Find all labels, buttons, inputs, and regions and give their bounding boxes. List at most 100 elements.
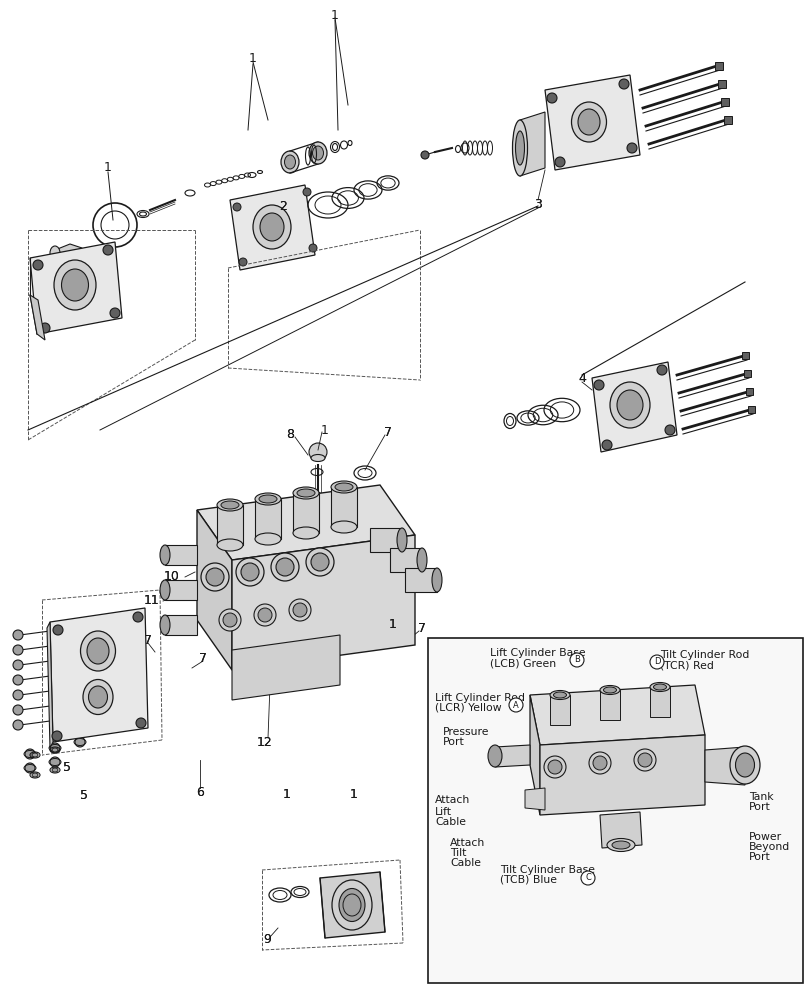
Text: Port: Port xyxy=(443,737,464,747)
Ellipse shape xyxy=(729,746,759,784)
Polygon shape xyxy=(591,362,676,452)
Text: 4: 4 xyxy=(577,371,586,384)
Text: 4: 4 xyxy=(577,371,586,384)
Text: Lift: Lift xyxy=(435,807,452,817)
Ellipse shape xyxy=(735,753,753,777)
Text: B: B xyxy=(573,656,579,664)
Polygon shape xyxy=(320,872,384,938)
Ellipse shape xyxy=(293,527,319,539)
Polygon shape xyxy=(230,185,315,270)
Ellipse shape xyxy=(297,489,315,497)
Ellipse shape xyxy=(80,631,115,671)
Text: 6: 6 xyxy=(111,704,118,716)
Polygon shape xyxy=(197,510,232,670)
Polygon shape xyxy=(165,580,197,600)
Bar xyxy=(723,116,731,124)
Text: Port: Port xyxy=(748,852,770,862)
Ellipse shape xyxy=(653,684,666,690)
Ellipse shape xyxy=(309,142,327,164)
Text: (LCB) Green: (LCB) Green xyxy=(489,658,556,668)
Ellipse shape xyxy=(217,499,242,511)
Text: 3: 3 xyxy=(534,198,541,212)
Ellipse shape xyxy=(32,753,38,757)
Circle shape xyxy=(109,308,120,318)
Ellipse shape xyxy=(312,146,323,160)
Ellipse shape xyxy=(431,568,441,592)
Ellipse shape xyxy=(293,603,307,617)
Polygon shape xyxy=(232,635,340,700)
Ellipse shape xyxy=(549,690,569,700)
Circle shape xyxy=(601,440,611,450)
Ellipse shape xyxy=(338,888,365,921)
Polygon shape xyxy=(704,747,744,785)
Ellipse shape xyxy=(397,528,406,552)
Ellipse shape xyxy=(236,558,264,586)
Bar xyxy=(743,370,750,377)
Text: 7: 7 xyxy=(384,426,392,440)
Polygon shape xyxy=(370,528,401,552)
Text: 9: 9 xyxy=(263,933,271,946)
Circle shape xyxy=(13,675,23,685)
Circle shape xyxy=(75,737,85,747)
Ellipse shape xyxy=(284,155,295,169)
Ellipse shape xyxy=(603,687,616,693)
Ellipse shape xyxy=(571,102,606,142)
Ellipse shape xyxy=(335,483,353,491)
Ellipse shape xyxy=(515,131,524,165)
Circle shape xyxy=(420,151,428,159)
Circle shape xyxy=(569,653,583,667)
Ellipse shape xyxy=(83,680,113,714)
Ellipse shape xyxy=(54,260,96,310)
Text: (TCR) Red: (TCR) Red xyxy=(659,660,713,670)
Polygon shape xyxy=(389,548,422,572)
Ellipse shape xyxy=(609,382,649,428)
Circle shape xyxy=(554,157,564,167)
Text: Tank: Tank xyxy=(748,792,773,802)
Ellipse shape xyxy=(88,686,107,708)
Ellipse shape xyxy=(52,748,58,752)
Ellipse shape xyxy=(616,390,642,420)
Text: 7: 7 xyxy=(199,652,207,664)
Circle shape xyxy=(13,705,23,715)
Circle shape xyxy=(303,188,311,196)
Ellipse shape xyxy=(599,686,620,694)
Text: Beyond: Beyond xyxy=(748,842,789,852)
Text: Pressure: Pressure xyxy=(443,727,489,737)
Text: 9: 9 xyxy=(263,933,271,946)
Ellipse shape xyxy=(633,749,655,771)
Text: 6: 6 xyxy=(195,786,204,799)
Text: 2: 2 xyxy=(279,200,286,214)
Ellipse shape xyxy=(52,768,58,772)
Text: 1: 1 xyxy=(388,618,397,632)
Text: 6: 6 xyxy=(195,786,204,799)
Ellipse shape xyxy=(221,501,238,509)
Text: 1: 1 xyxy=(350,788,358,801)
Circle shape xyxy=(311,492,322,502)
Ellipse shape xyxy=(547,760,561,774)
Circle shape xyxy=(656,365,666,375)
Ellipse shape xyxy=(254,604,276,626)
Circle shape xyxy=(508,698,522,712)
Circle shape xyxy=(649,655,663,669)
Text: 12: 12 xyxy=(257,736,272,748)
Text: Lift Cylinder Base: Lift Cylinder Base xyxy=(489,648,585,658)
Circle shape xyxy=(133,612,143,622)
Polygon shape xyxy=(544,75,639,170)
Text: 11: 11 xyxy=(144,594,160,607)
Text: 3: 3 xyxy=(534,198,541,212)
Text: 7: 7 xyxy=(418,621,426,635)
Polygon shape xyxy=(255,499,281,539)
Circle shape xyxy=(547,93,556,103)
Text: 1: 1 xyxy=(350,788,358,801)
Polygon shape xyxy=(165,615,197,635)
Polygon shape xyxy=(47,622,53,748)
Circle shape xyxy=(238,258,247,266)
Polygon shape xyxy=(539,735,704,815)
Ellipse shape xyxy=(306,548,333,576)
Circle shape xyxy=(103,245,113,255)
Text: 7: 7 xyxy=(384,426,392,440)
Bar xyxy=(717,80,725,88)
Text: Tilt Cylinder Rod: Tilt Cylinder Rod xyxy=(659,650,749,660)
Ellipse shape xyxy=(160,545,169,565)
Polygon shape xyxy=(599,690,620,720)
